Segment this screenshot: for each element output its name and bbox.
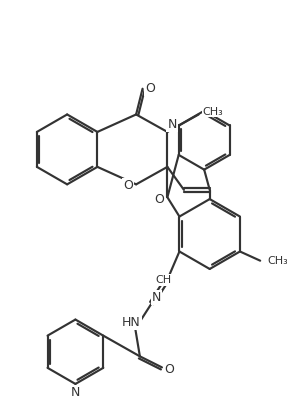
Text: N: N [152, 291, 161, 304]
Text: O: O [145, 82, 155, 95]
Text: N: N [71, 386, 80, 399]
Text: CH₃: CH₃ [267, 256, 287, 266]
Text: CH: CH [156, 275, 172, 285]
Text: CH₃: CH₃ [202, 107, 223, 117]
Text: O: O [123, 179, 133, 192]
Text: HN: HN [122, 316, 141, 329]
Text: O: O [164, 363, 174, 376]
Text: N: N [167, 118, 177, 131]
Text: O: O [154, 192, 164, 206]
